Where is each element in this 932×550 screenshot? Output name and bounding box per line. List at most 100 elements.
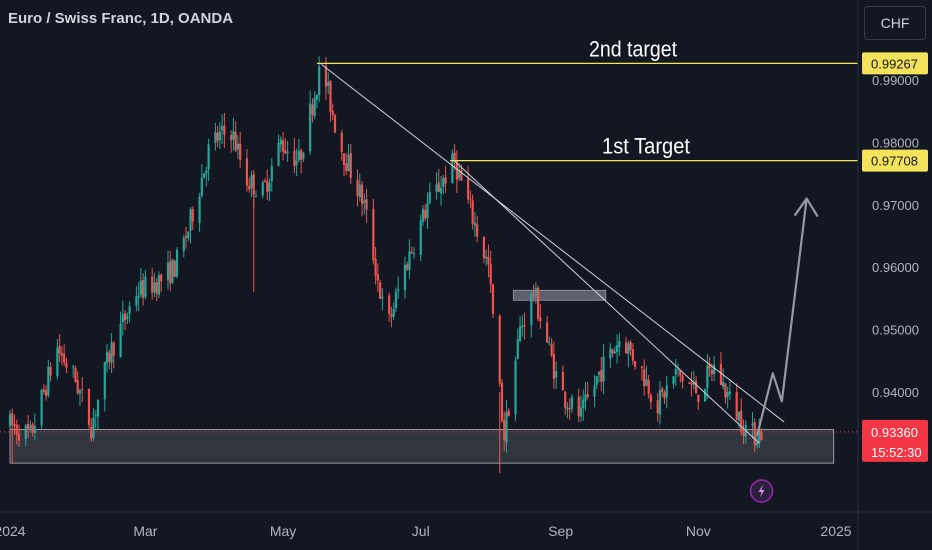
candle-down bbox=[123, 313, 127, 321]
trendline[interactable] bbox=[321, 64, 785, 423]
candle-down bbox=[169, 261, 172, 284]
candle-up bbox=[408, 251, 411, 271]
time-axis[interactable] bbox=[0, 512, 858, 550]
candle-down bbox=[239, 143, 242, 160]
candle-down bbox=[643, 369, 646, 387]
candle-down bbox=[500, 382, 504, 421]
candle-down bbox=[663, 392, 666, 399]
candle-up bbox=[309, 103, 312, 152]
candle-up bbox=[381, 296, 384, 299]
target-price-label: 0.99267 bbox=[871, 56, 918, 71]
candle-up bbox=[157, 275, 161, 295]
candle-down bbox=[735, 392, 738, 420]
candle-down bbox=[155, 281, 158, 294]
candle-down bbox=[503, 419, 506, 441]
candle-up bbox=[704, 388, 707, 402]
lightning-glyph bbox=[758, 484, 765, 498]
candle-up bbox=[442, 178, 445, 187]
candle-down bbox=[81, 389, 84, 391]
candle-down bbox=[539, 317, 542, 322]
candle-down bbox=[345, 163, 348, 171]
candle-up bbox=[295, 160, 298, 166]
candle-up bbox=[593, 385, 596, 397]
candle-down bbox=[697, 394, 700, 402]
candle-down bbox=[388, 295, 391, 314]
candle-up bbox=[435, 184, 438, 192]
currency-button[interactable]: CHF bbox=[864, 6, 926, 40]
candle-down bbox=[13, 423, 16, 426]
candle-up bbox=[403, 264, 407, 290]
target-label: 2nd target bbox=[589, 36, 677, 61]
candle-down bbox=[740, 410, 743, 433]
zone-layer bbox=[9, 289, 835, 464]
candle-down bbox=[300, 150, 303, 161]
candle-up bbox=[595, 375, 598, 385]
candle-up bbox=[187, 231, 190, 239]
candle-up bbox=[751, 423, 754, 426]
candle-up bbox=[189, 209, 192, 231]
candle-up bbox=[315, 95, 319, 100]
candle-up bbox=[451, 153, 454, 184]
candle-up bbox=[613, 351, 616, 354]
candle-down bbox=[349, 153, 352, 179]
candle-up bbox=[392, 309, 395, 317]
candle-up bbox=[56, 347, 59, 377]
target-price-badge bbox=[862, 149, 928, 172]
candle-down bbox=[108, 352, 111, 362]
candle-down bbox=[17, 433, 21, 441]
candle-up bbox=[676, 368, 680, 370]
candle-down bbox=[536, 287, 540, 319]
trendline[interactable] bbox=[454, 160, 760, 444]
candle-up bbox=[485, 256, 488, 259]
candle-down bbox=[577, 396, 580, 417]
candle-down bbox=[647, 380, 650, 395]
candle-down bbox=[191, 209, 194, 222]
candle-up bbox=[302, 152, 305, 159]
candle-down bbox=[455, 160, 458, 180]
candle-down bbox=[216, 132, 219, 141]
candle-down bbox=[356, 179, 359, 196]
candle-down bbox=[679, 370, 682, 376]
candle-up bbox=[555, 371, 558, 378]
candle-up bbox=[645, 379, 648, 386]
resistance-box bbox=[512, 289, 607, 301]
candle-up bbox=[570, 396, 574, 409]
projection-arrow[interactable] bbox=[755, 198, 808, 436]
candle-up bbox=[758, 429, 761, 444]
candle-up bbox=[579, 407, 583, 417]
candle-down bbox=[112, 342, 115, 356]
candle-down bbox=[444, 177, 447, 184]
candle-down bbox=[469, 198, 472, 200]
candle-up bbox=[205, 170, 208, 174]
candle-down bbox=[424, 210, 427, 219]
candle-up bbox=[236, 143, 240, 150]
candle-down bbox=[142, 280, 145, 298]
candle-up bbox=[270, 166, 273, 182]
candle-up bbox=[397, 289, 400, 292]
candle-up bbox=[597, 371, 601, 375]
candle-up bbox=[426, 202, 429, 219]
candle-down bbox=[719, 363, 723, 386]
candle-up bbox=[261, 182, 264, 196]
x-tick-label: 2024 bbox=[0, 523, 26, 539]
candle-up bbox=[530, 292, 533, 326]
candle-down bbox=[564, 391, 567, 408]
candle-down bbox=[460, 170, 463, 181]
candle-down bbox=[649, 395, 653, 403]
candle-down bbox=[331, 111, 334, 115]
candle-down bbox=[151, 276, 154, 293]
candle-up bbox=[658, 390, 662, 415]
candle-up bbox=[439, 187, 443, 194]
candle-up bbox=[318, 66, 321, 96]
candle-up bbox=[627, 343, 630, 355]
candle-up bbox=[473, 222, 477, 226]
target-label: 1st Target bbox=[602, 134, 690, 159]
candle-up bbox=[268, 182, 271, 191]
x-tick-label: Mar bbox=[133, 523, 157, 539]
candle-down bbox=[523, 325, 526, 327]
candle-down bbox=[342, 153, 346, 165]
candle-down bbox=[31, 424, 34, 433]
candle-up bbox=[548, 342, 551, 344]
